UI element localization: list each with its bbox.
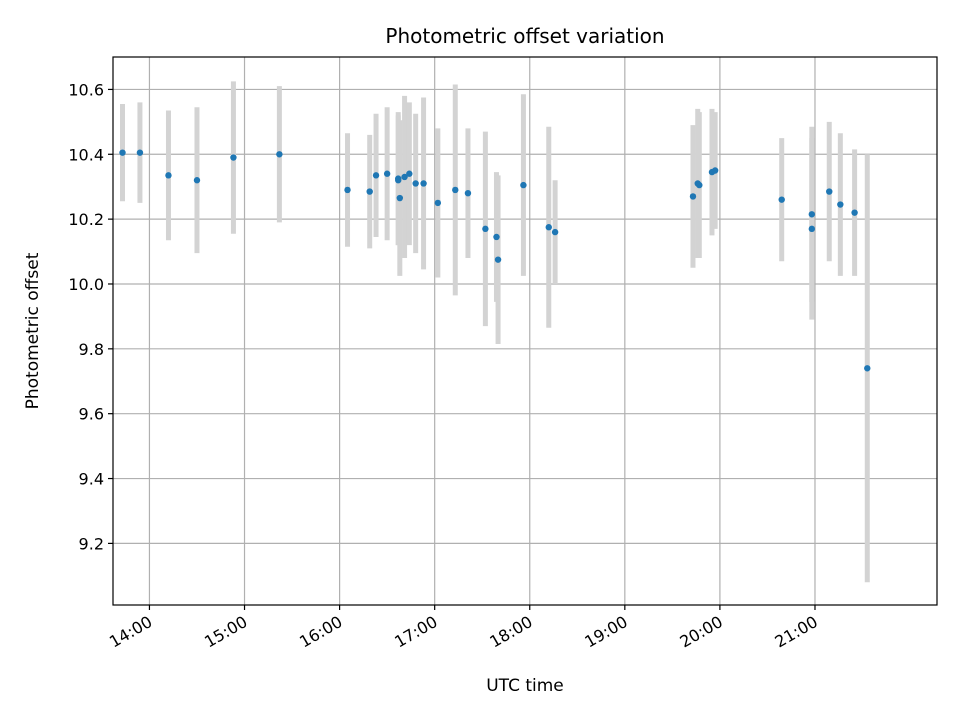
plot-frame bbox=[112, 56, 938, 606]
x-tick-label: 16:00 bbox=[296, 612, 345, 652]
data-point bbox=[826, 188, 833, 195]
data-point bbox=[864, 365, 871, 372]
y-tick-label: 10.0 bbox=[68, 275, 104, 294]
data-point bbox=[837, 201, 844, 208]
data-point bbox=[689, 193, 697, 200]
x-tick-label: 19:00 bbox=[581, 612, 630, 652]
data-point bbox=[193, 177, 201, 184]
x-tick-label: 17:00 bbox=[391, 612, 440, 652]
data-point bbox=[366, 188, 373, 195]
chart-title: Photometric offset variation bbox=[385, 24, 664, 48]
y-tick-label: 9.2 bbox=[79, 534, 104, 553]
y-tick-label: 10.2 bbox=[68, 210, 104, 229]
y-tick-label: 9.8 bbox=[79, 340, 104, 359]
y-axis-ticks: 9.2 9.4 9.6 9.8 10.0 10.2 10.4 10.6 bbox=[68, 80, 113, 553]
data-point bbox=[851, 209, 858, 216]
data-point bbox=[276, 151, 283, 158]
data-point bbox=[420, 180, 427, 187]
data-point bbox=[401, 173, 408, 181]
data-point bbox=[808, 211, 816, 218]
x-tick-label: 18:00 bbox=[486, 612, 535, 652]
data-point bbox=[464, 189, 472, 197]
data-point bbox=[344, 186, 351, 194]
x-tick-label: 14:00 bbox=[106, 612, 155, 652]
data-point bbox=[808, 225, 816, 233]
y-tick-label: 9.4 bbox=[79, 470, 104, 489]
x-tick-label: 20:00 bbox=[676, 612, 725, 652]
y-axis-label: Photometric offset bbox=[23, 252, 43, 409]
data-point bbox=[778, 196, 785, 203]
data-point bbox=[545, 224, 552, 231]
data-point bbox=[383, 170, 391, 177]
data-point bbox=[396, 194, 404, 202]
data-point bbox=[136, 149, 144, 156]
data-point bbox=[165, 172, 172, 179]
data-point bbox=[520, 181, 527, 189]
data-point bbox=[452, 186, 459, 194]
x-tick-label: 21:00 bbox=[772, 612, 821, 652]
y-tick-label: 9.6 bbox=[79, 405, 104, 424]
data-point bbox=[230, 154, 237, 161]
data-point bbox=[412, 180, 419, 187]
data-point bbox=[372, 172, 380, 179]
data-point bbox=[395, 177, 402, 184]
data-point bbox=[494, 256, 502, 263]
data-point bbox=[434, 199, 442, 207]
x-tick-label: 15:00 bbox=[201, 612, 250, 652]
data-point bbox=[551, 228, 559, 236]
x-axis-ticks: 14:00 15:00 16:00 17:00 18:00 19:00 20:00 21:00 bbox=[106, 605, 821, 652]
data-point bbox=[406, 170, 413, 177]
x-axis-label: UTC time bbox=[486, 676, 564, 696]
data-point bbox=[711, 167, 719, 174]
data-point bbox=[119, 149, 126, 156]
y-tick-label: 10.6 bbox=[68, 80, 104, 99]
data-point bbox=[696, 181, 703, 189]
data-points bbox=[119, 149, 871, 372]
data-point bbox=[482, 225, 489, 233]
data-point bbox=[493, 233, 500, 241]
y-tick-label: 10.4 bbox=[68, 145, 104, 164]
